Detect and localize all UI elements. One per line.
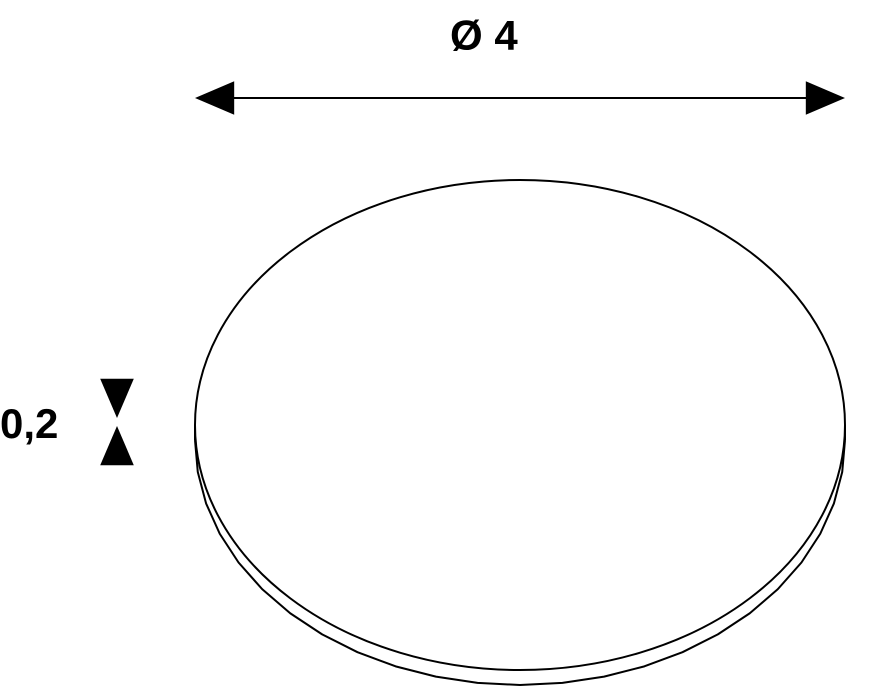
disc-shape bbox=[195, 180, 845, 685]
technical-diagram: Ø 4 0,2 bbox=[0, 0, 893, 700]
thickness-arrows bbox=[100, 379, 134, 465]
diagram-svg bbox=[0, 0, 893, 700]
diameter-arrow bbox=[195, 81, 845, 115]
